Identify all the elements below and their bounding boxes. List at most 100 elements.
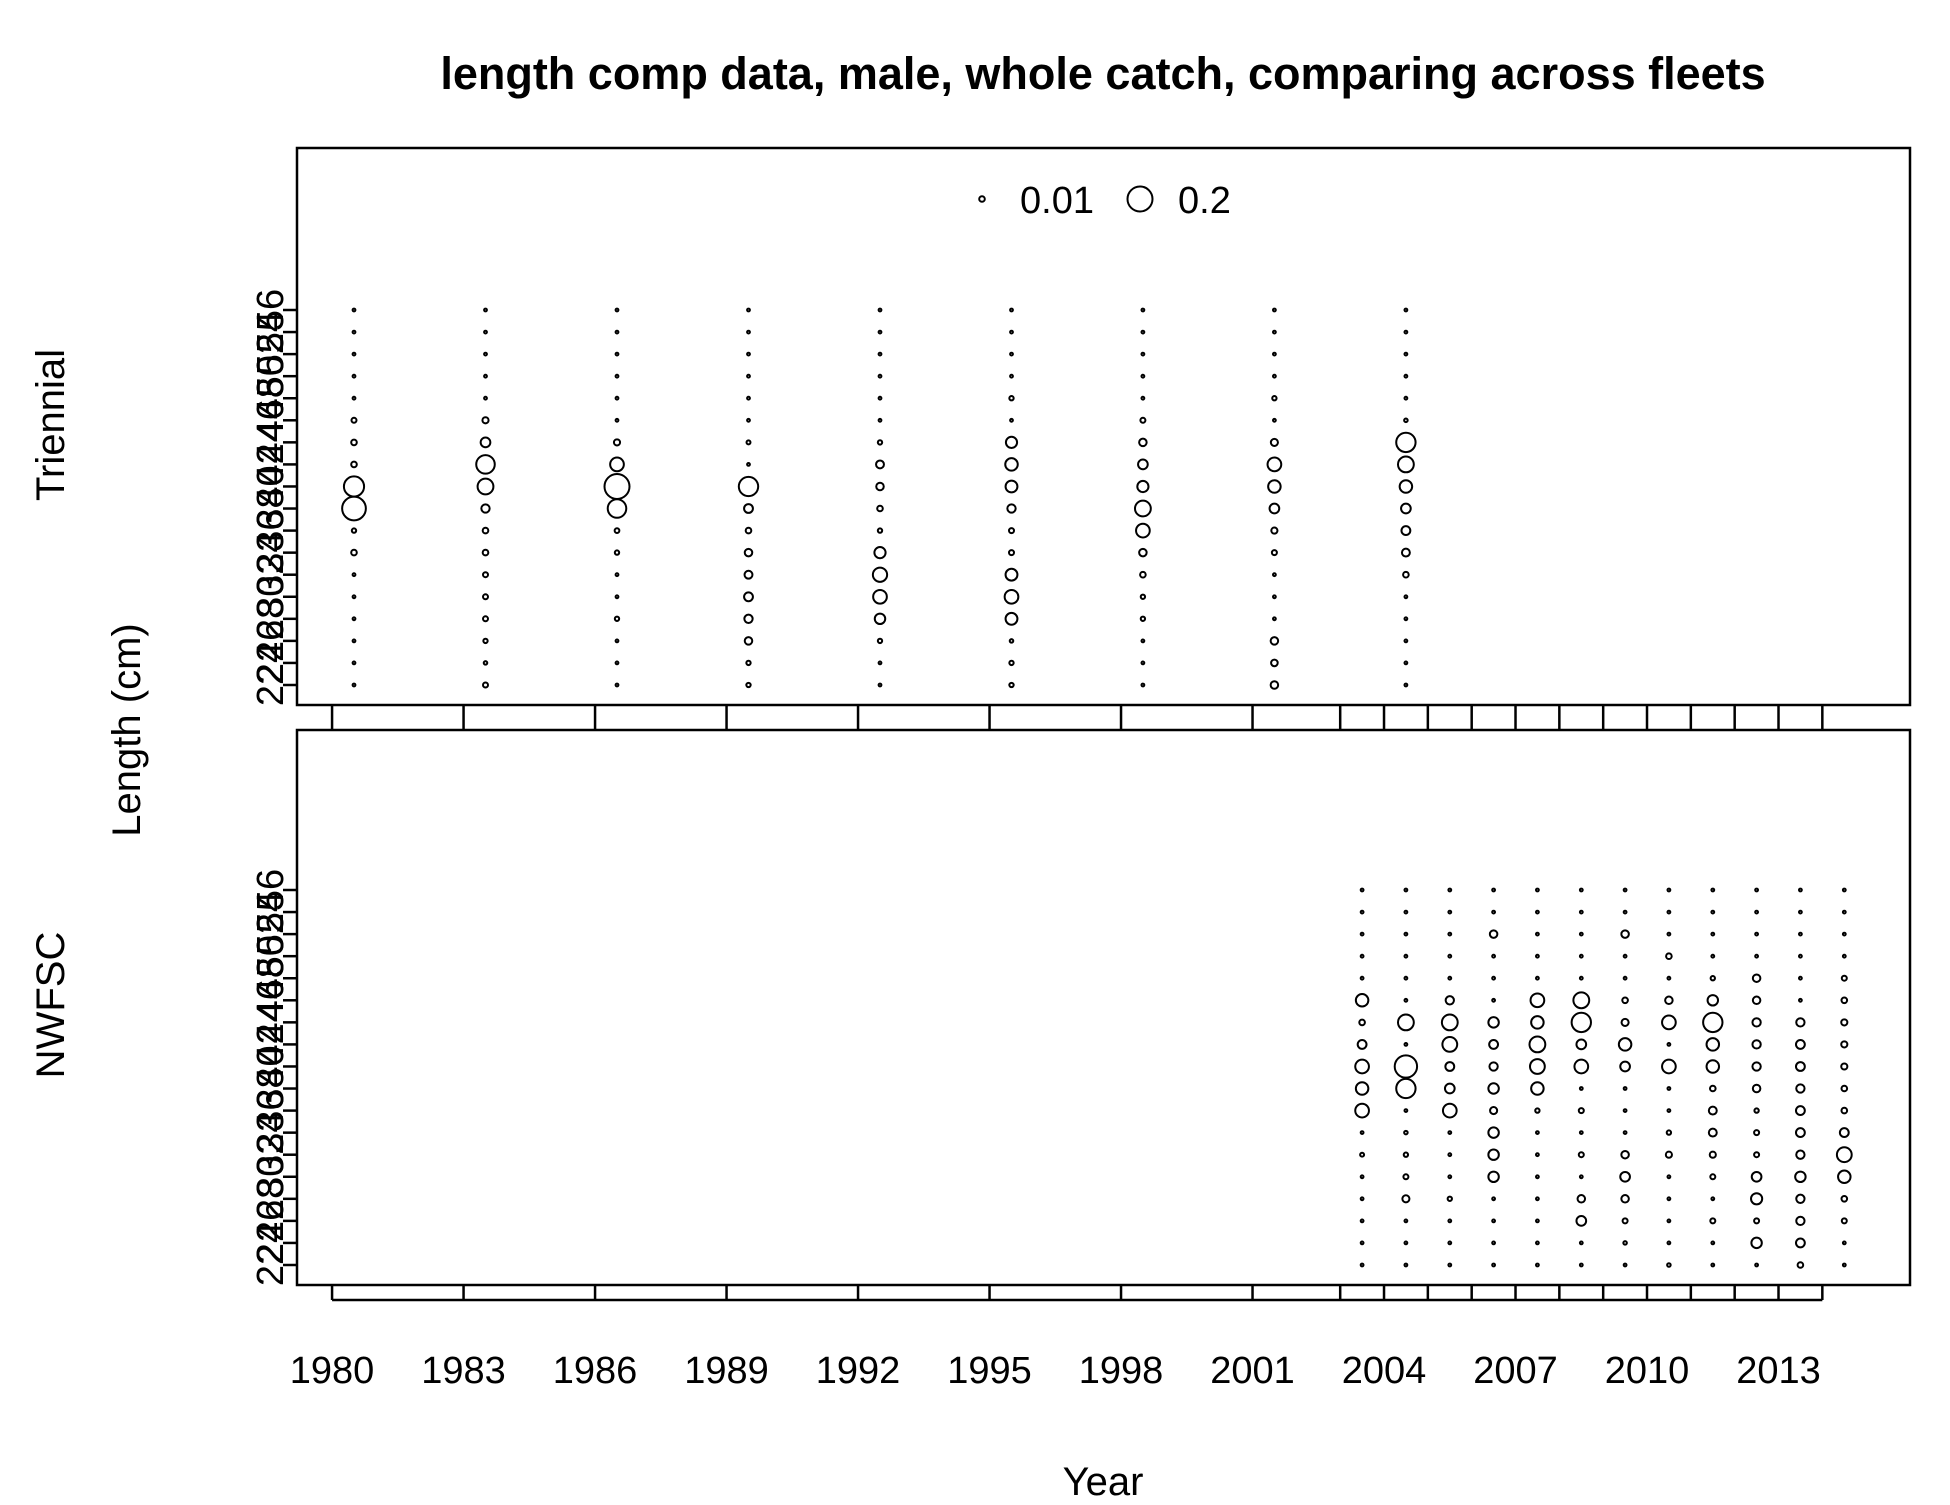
bubble — [614, 660, 620, 666]
bubble — [351, 329, 357, 335]
bubble — [1396, 455, 1415, 474]
y-tick-label: 26 — [250, 1200, 292, 1242]
bubble — [1794, 1170, 1807, 1184]
y-tick-label: 56 — [250, 289, 292, 331]
legend-label: 0.2 — [1178, 180, 1231, 222]
bubble — [614, 307, 620, 313]
bubble — [1446, 1195, 1453, 1202]
bubble — [1008, 659, 1015, 667]
bubble — [1444, 995, 1455, 1006]
bubble — [1622, 1262, 1628, 1268]
bubble — [1753, 1217, 1761, 1225]
bubble — [1491, 1262, 1496, 1268]
bubble — [614, 682, 620, 688]
x-tick-label: 1980 — [290, 1350, 375, 1392]
bubble — [1575, 1215, 1588, 1227]
bubble — [1008, 638, 1015, 644]
bubble — [1270, 526, 1279, 535]
bubble — [1622, 887, 1628, 893]
bubble — [745, 439, 752, 446]
bubble — [743, 569, 754, 580]
bubble — [1578, 975, 1584, 981]
bubble — [1269, 680, 1280, 690]
y-tick-label: 38 — [250, 1067, 292, 1109]
bubble — [1835, 1146, 1853, 1164]
panel-label: Triennial — [29, 349, 73, 501]
bubble — [1798, 975, 1803, 981]
x-tick-label: 2004 — [1342, 1350, 1427, 1392]
bubble — [1535, 1218, 1540, 1224]
bubble — [1008, 681, 1015, 689]
y-tick-label: 34 — [250, 1112, 292, 1154]
bubble — [1272, 417, 1277, 423]
bubble — [1705, 1059, 1721, 1074]
bubble — [1841, 1240, 1847, 1246]
bubble — [1140, 395, 1146, 401]
x-tick-label: 2010 — [1605, 1350, 1690, 1392]
y-tick-label: 50 — [250, 935, 292, 977]
bubble — [1491, 975, 1496, 981]
bubble — [1710, 909, 1716, 915]
bubble — [1004, 479, 1019, 494]
bubble — [475, 454, 496, 475]
bubble — [1578, 931, 1584, 937]
y-tick-label: 52 — [250, 913, 292, 955]
bubble — [1798, 953, 1803, 959]
bubble — [1403, 660, 1409, 666]
bubble — [746, 351, 751, 357]
bubble — [1666, 887, 1672, 893]
bubble — [483, 351, 488, 357]
bubble — [1707, 1105, 1718, 1116]
y-tick-label: 22 — [250, 1244, 292, 1286]
bubble — [1440, 1013, 1459, 1032]
bubble — [746, 307, 751, 313]
bubble — [1751, 1039, 1762, 1050]
bubble — [1009, 351, 1014, 357]
bubble — [1359, 1196, 1365, 1202]
panel-frame — [295, 728, 1912, 1287]
bubble — [1666, 931, 1672, 937]
bubble — [1794, 1038, 1806, 1050]
bubble — [1359, 909, 1365, 915]
bubble — [1403, 1108, 1409, 1113]
bubble — [1354, 1081, 1370, 1096]
bubble — [1576, 1194, 1587, 1204]
bubble — [875, 459, 885, 470]
bubble — [1798, 931, 1803, 937]
y-tick-label: 22 — [250, 664, 292, 706]
bubble — [351, 307, 357, 313]
bubble — [614, 373, 620, 379]
bubble — [1272, 616, 1277, 622]
bubble — [1009, 329, 1014, 335]
bubble — [1751, 995, 1762, 1006]
bubble — [342, 475, 366, 498]
y-tick-label: 36 — [250, 509, 292, 551]
bubble — [481, 526, 490, 535]
bubble — [1666, 975, 1672, 981]
bubble — [1666, 1196, 1672, 1202]
y-tick-label: 28 — [250, 1178, 292, 1220]
y-tick-label: 40 — [250, 1045, 292, 1087]
bubble — [1359, 887, 1365, 893]
bubble — [876, 637, 884, 645]
bubble — [1707, 1127, 1718, 1138]
bubble — [614, 395, 620, 401]
bubble — [1135, 522, 1151, 539]
bubble — [1359, 1262, 1365, 1268]
bubble — [1403, 682, 1409, 688]
panels-layer: Triennial 2224262830323436384042444648505… — [29, 146, 1912, 1392]
bubble — [1403, 931, 1409, 937]
bubble — [1447, 1262, 1453, 1268]
y-tick-label: 26 — [250, 620, 292, 662]
bubble — [1140, 329, 1146, 335]
bubble — [1491, 909, 1496, 915]
bubble — [1272, 572, 1277, 578]
y-tick-label: 32 — [250, 1134, 292, 1176]
bubble — [1578, 909, 1584, 915]
bubble — [1840, 1084, 1849, 1093]
bubble — [745, 681, 752, 689]
bubble — [1535, 1152, 1540, 1158]
bubble — [1140, 682, 1146, 688]
